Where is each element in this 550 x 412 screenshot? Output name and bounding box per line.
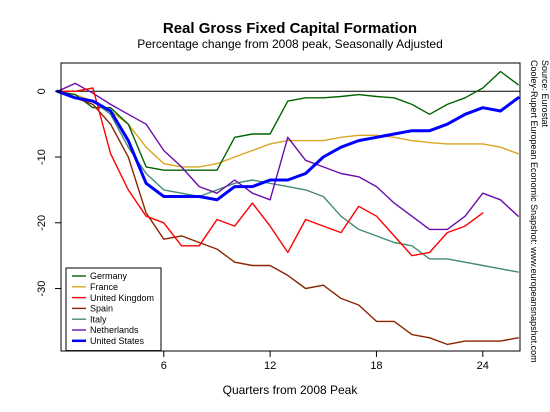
legend-label-united-states: United States [90,336,145,346]
legend-box [65,267,162,352]
series-line-united-kingdom [56,87,484,257]
x-axis-label: Quarters from 2008 Peak [223,383,359,397]
x-tick-label: 24 [477,360,489,372]
legend-label-france: France [90,282,118,292]
series-line-italy [56,90,519,273]
series-group [56,70,520,346]
series-line-france [56,90,519,168]
series-line-spain [56,90,519,346]
legend-label-germany: Germany [90,271,128,281]
x-tick-label: 18 [370,360,382,372]
legend-label-united-kingdom: United Kingdom [90,293,154,303]
source-note: Source: Eurostat [540,60,550,128]
chart-title: Real Gross Fixed Capital Formation [163,20,417,37]
series-line-netherlands [56,82,519,231]
series-line-united-states [56,89,520,202]
series-line-germany [56,70,519,171]
source-credit: Cooley-Rupert European Economic Snapshot… [529,60,539,363]
legend-label-italy: Italy [90,314,107,324]
y-tick-label: -20 [36,215,48,231]
y-tick-label: -10 [36,149,48,165]
y-tick-label: -30 [36,281,48,297]
axes-group: 6 12 18 24 0 -10 -20 -30 [36,88,489,372]
x-tick-label: 12 [264,360,276,372]
y-tick-label: 0 [36,88,48,94]
chart-subtitle: Percentage change from 2008 peak, Season… [137,37,443,51]
plot-frame [60,62,521,352]
legend-label-spain: Spain [90,304,113,314]
legend-label-netherlands: Netherlands [90,325,139,335]
x-tick-label: 6 [161,360,167,372]
